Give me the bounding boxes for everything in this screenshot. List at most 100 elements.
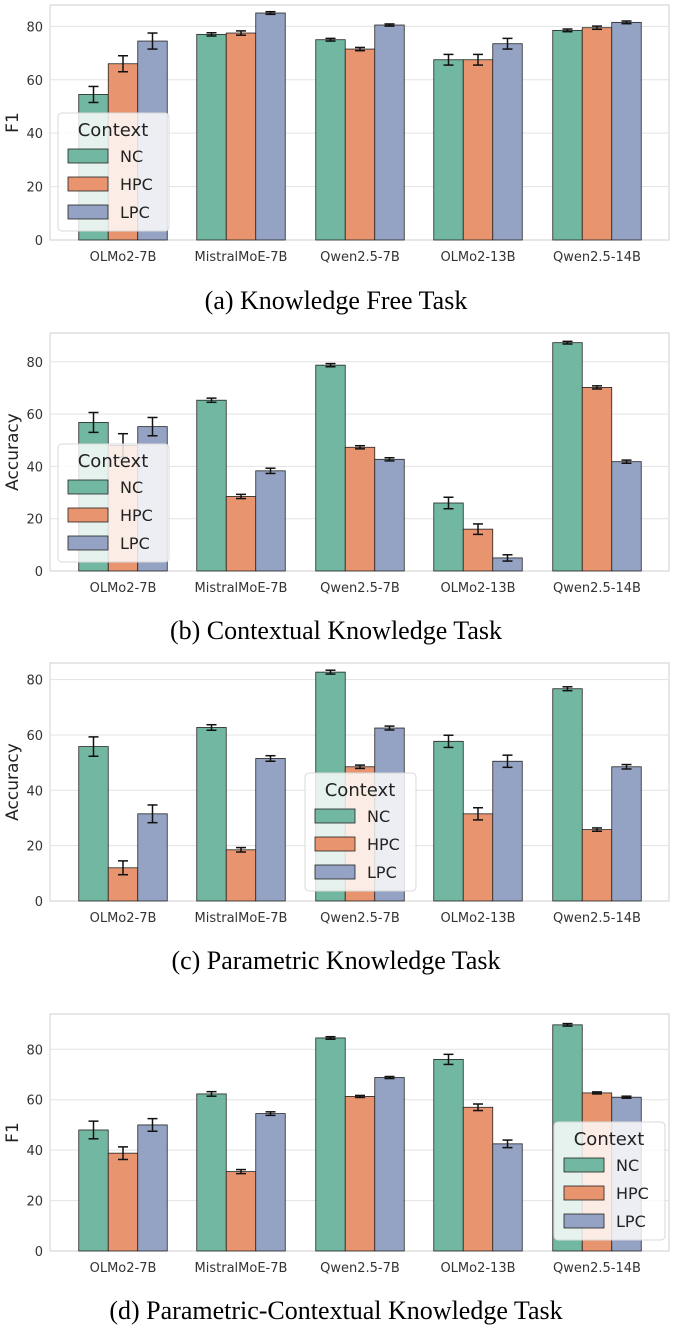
chart-panel-2: 0 20 40 60 80 Accuracy OLMo2-7B MistralMoE-7B Qw… — [3, 332, 670, 645]
bar-nc-olmo2-13b — [433, 59, 464, 241]
x-tick-label: Qwen2.5-14B — [553, 1261, 641, 1276]
y-tick-label: 20 — [26, 513, 43, 528]
x-tick-label: OLMo2-13B — [440, 1261, 515, 1276]
bar-lpc-olmo2-7b — [137, 1124, 168, 1252]
x-tick-label: MistralMoE-7B — [195, 250, 288, 265]
chart-caption: (d) Parametric-Contextual Knowledge Task — [109, 1296, 562, 1325]
x-tick-label: Qwen2.5-14B — [553, 250, 641, 265]
bar-nc-olmo2-13b — [433, 502, 464, 572]
legend-label-nc: NC — [120, 147, 143, 166]
bar-hpc-qwen2.5-14b — [581, 829, 613, 902]
x-tick-label: Qwen2.5-7B — [320, 911, 400, 926]
legend-swatch-lpc — [563, 1213, 605, 1229]
bar-hpc-qwen2.5-7b — [344, 446, 376, 572]
bar-lpc-olmo2-13b — [492, 1143, 523, 1252]
legend-swatch-hpc — [67, 176, 109, 192]
chart-panel-1: 0 20 40 60 80 F1 OLMo2-7B MistralMoE-7B Qwen2.5-… — [3, 4, 670, 315]
bar-nc-qwen2.5-7b — [315, 1037, 346, 1252]
bar-nc-mistralmoe-7b — [196, 33, 227, 241]
y-tick-label: 0 — [35, 895, 43, 910]
legend-title: Context — [325, 780, 396, 801]
bar-lpc-olmo2-13b — [492, 43, 523, 241]
bar-nc-olmo2-13b — [433, 740, 464, 902]
y-tick-label: 0 — [35, 234, 43, 249]
legend-box — [304, 772, 417, 892]
chart-caption: (b) Contextual Knowledge Task — [170, 616, 502, 645]
x-tick-label: OLMo2-7B — [90, 581, 157, 596]
legend-label-lpc: LPC — [616, 1212, 646, 1231]
bar-lpc-mistralmoe-7b — [255, 12, 286, 241]
legend-swatch-nc — [67, 148, 109, 164]
x-tick-label: Qwen2.5-14B — [553, 911, 641, 926]
y-tick-label: 20 — [26, 181, 43, 196]
legend: Context NC HPC LPC — [57, 112, 170, 232]
legend-label-lpc: LPC — [367, 863, 397, 882]
y-tick-label: 80 — [26, 1043, 43, 1058]
bar-hpc-qwen2.5-14b — [581, 386, 613, 572]
x-tick-label: OLMo2-7B — [90, 1261, 157, 1276]
y-tick-label: 80 — [26, 674, 43, 689]
y-tick-label: 60 — [26, 1094, 43, 1109]
x-tick-label: MistralMoE-7B — [195, 581, 288, 596]
chart-panel-3: 0 20 40 60 80 Accuracy OLMo2-7B MistralMoE-7B Qw… — [3, 662, 670, 975]
bar-lpc-mistralmoe-7b — [255, 470, 286, 572]
bar-hpc-olmo2-13b — [462, 1106, 494, 1252]
bar-lpc-mistralmoe-7b — [255, 758, 286, 902]
legend-swatch-hpc — [314, 836, 356, 852]
legend-swatch-lpc — [314, 864, 356, 880]
x-tick-label: MistralMoE-7B — [195, 911, 288, 926]
legend-label-lpc: LPC — [120, 534, 150, 553]
bar-lpc-mistralmoe-7b — [255, 1113, 286, 1252]
x-tick-label: Qwen2.5-7B — [320, 1261, 400, 1276]
bar-nc-qwen2.5-7b — [315, 364, 346, 572]
y-tick-label: 0 — [35, 1245, 43, 1260]
legend-label-nc: NC — [367, 807, 390, 826]
legend-swatch-nc — [67, 479, 109, 495]
legend-title: Context — [78, 451, 149, 472]
bar-nc-qwen2.5-14b — [552, 29, 583, 241]
legend-label-hpc: HPC — [367, 835, 400, 854]
bar-hpc-olmo2-13b — [462, 59, 494, 241]
y-axis-label: Accuracy — [3, 413, 23, 491]
chart-caption: (c) Parametric Knowledge Task — [171, 946, 500, 975]
chart-panel-4: 0 20 40 60 80 F1 OLMo2-7B MistralMoE-7B Qwen2.5-… — [3, 1013, 670, 1325]
x-tick-label: OLMo2-13B — [440, 581, 515, 596]
y-axis-label: F1 — [3, 112, 23, 133]
bar-nc-olmo2-13b — [433, 1058, 464, 1252]
y-axis-label: Accuracy — [3, 743, 23, 821]
y-tick-label: 20 — [26, 840, 43, 855]
legend: Context NC HPC LPC — [304, 772, 417, 892]
bar-lpc-olmo2-7b — [137, 813, 168, 902]
x-tick-label: OLMo2-13B — [440, 250, 515, 265]
y-tick-label: 80 — [26, 356, 43, 371]
legend-label-lpc: LPC — [120, 203, 150, 222]
legend-swatch-nc — [314, 808, 356, 824]
bar-hpc-mistralmoe-7b — [225, 849, 257, 902]
bar-hpc-qwen2.5-7b — [344, 48, 376, 241]
bar-nc-qwen2.5-7b — [315, 39, 346, 241]
x-tick-label: OLMo2-7B — [90, 911, 157, 926]
bar-nc-mistralmoe-7b — [196, 1093, 227, 1252]
bar-lpc-qwen2.5-7b — [374, 24, 405, 241]
legend-title: Context — [78, 120, 149, 141]
x-tick-label: Qwen2.5-7B — [320, 250, 400, 265]
legend-swatch-hpc — [563, 1185, 605, 1201]
x-tick-label: OLMo2-7B — [90, 250, 157, 265]
bar-hpc-qwen2.5-14b — [581, 27, 613, 241]
y-tick-label: 40 — [26, 784, 43, 799]
bar-nc-olmo2-7b — [78, 1129, 109, 1252]
y-tick-label: 40 — [26, 127, 43, 142]
y-tick-label: 60 — [26, 74, 43, 89]
bar-nc-qwen2.5-14b — [552, 342, 583, 572]
bar-lpc-qwen2.5-7b — [374, 458, 405, 572]
legend-box — [57, 443, 170, 563]
bar-hpc-olmo2-7b — [107, 1152, 139, 1252]
y-tick-label: 40 — [26, 460, 43, 475]
y-tick-label: 60 — [26, 729, 43, 744]
chart-caption: (a) Knowledge Free Task — [205, 286, 468, 315]
legend-label-hpc: HPC — [120, 506, 153, 525]
bar-hpc-olmo2-13b — [462, 528, 494, 572]
y-tick-label: 20 — [26, 1195, 43, 1210]
bar-lpc-qwen2.5-7b — [374, 1077, 405, 1252]
legend-label-nc: NC — [616, 1156, 639, 1175]
